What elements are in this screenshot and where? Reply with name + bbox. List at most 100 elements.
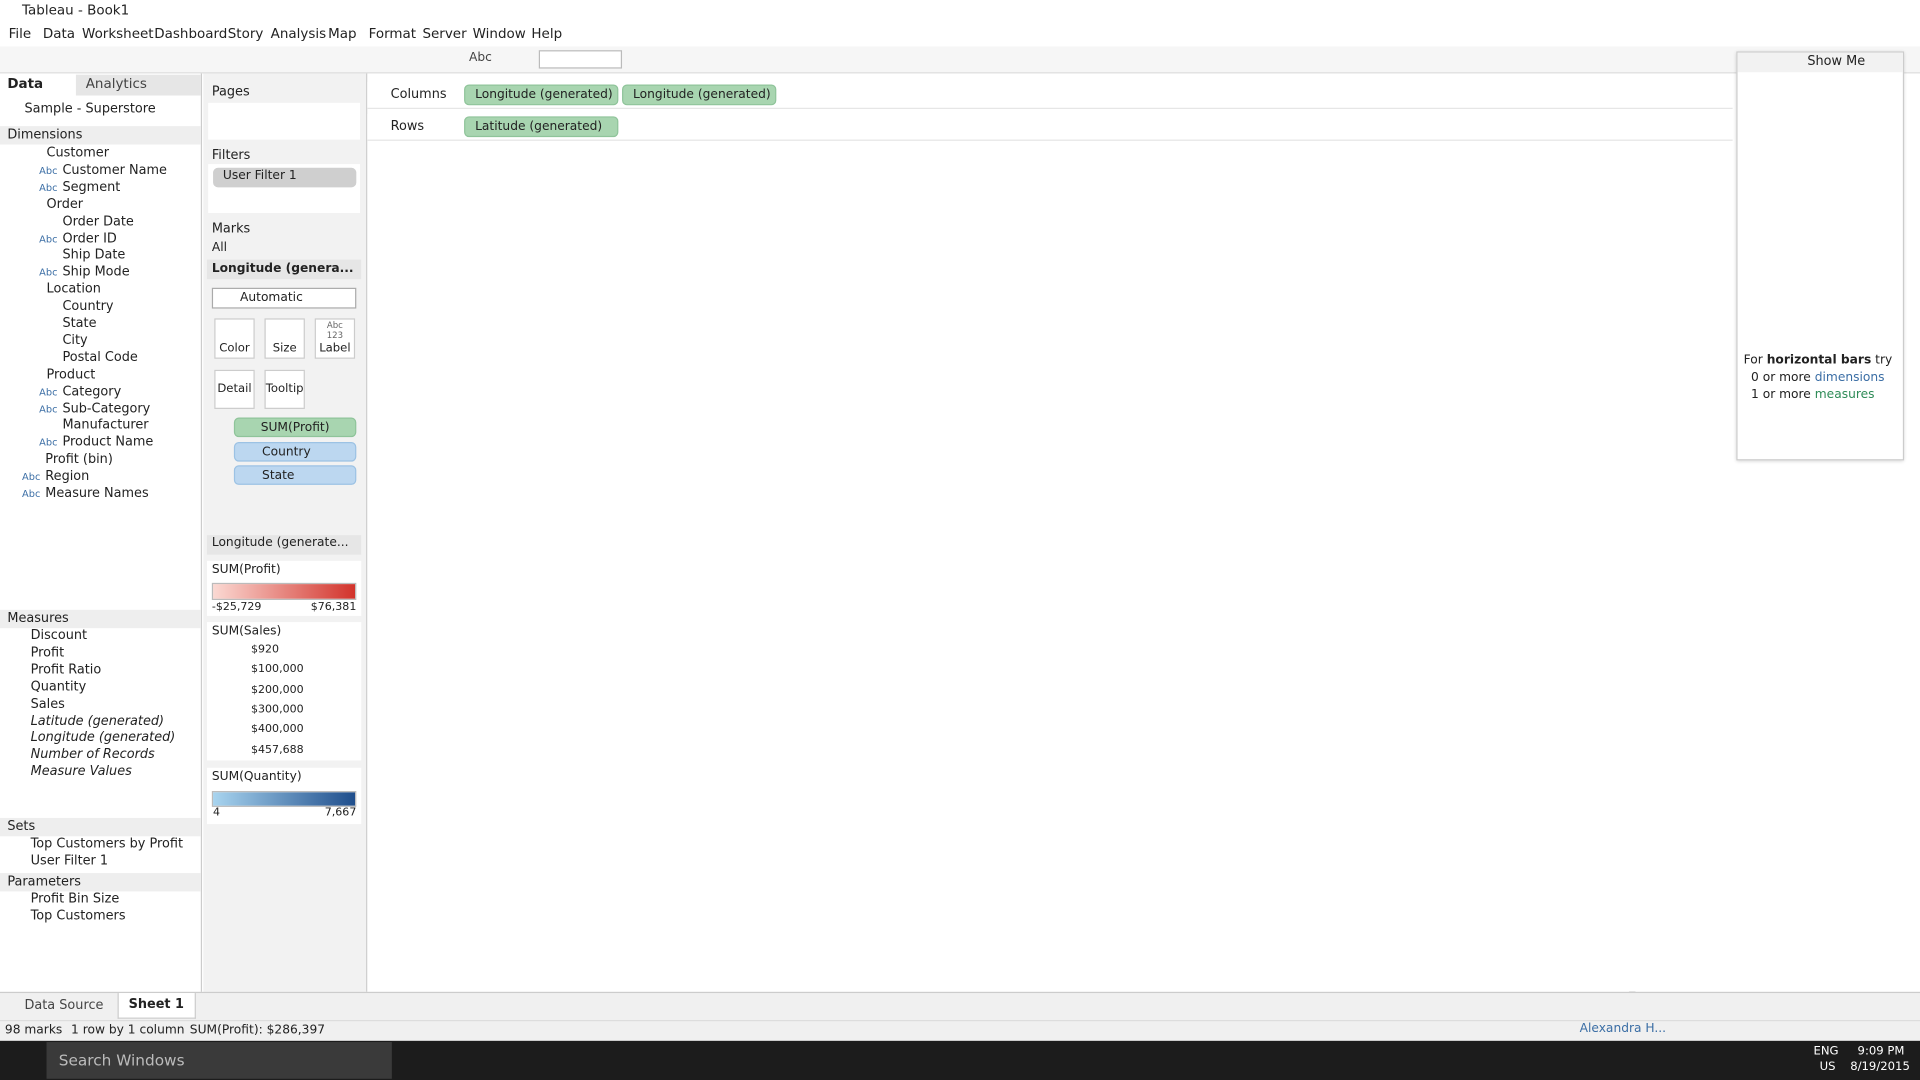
marks-layer[interactable]: Longitude (genera... [211, 262, 354, 276]
field[interactable]: Measure Names [45, 486, 149, 501]
data-pane [0, 73, 203, 992]
measure[interactable]: Longitude (generated) [30, 730, 176, 745]
field-icon: Abc [22, 471, 41, 483]
legend-max: $76,381 [310, 601, 357, 614]
measure[interactable]: Latitude (generated) [30, 713, 165, 728]
measures-header-bg [0, 609, 201, 629]
field[interactable]: City [62, 332, 88, 348]
marks-layer2-bg [206, 535, 362, 555]
menu-item[interactable]: Server [422, 25, 467, 42]
field[interactable]: Postal Code [62, 349, 138, 365]
show-me-header [1737, 52, 1903, 73]
mark-button[interactable]: Color [219, 341, 250, 356]
mark-pill[interactable]: State [233, 465, 357, 485]
sets-header: Sets [7, 819, 36, 834]
measure[interactable]: Discount [30, 628, 88, 643]
status-user[interactable]: Alexandra H... [1579, 1022, 1667, 1036]
marks-layer[interactable]: Longitude (generate... [211, 536, 349, 550]
measure[interactable]: Profit [30, 645, 65, 660]
requirement-count: 1 or more [1751, 388, 1811, 402]
pages-shelf [208, 102, 360, 140]
field[interactable]: Product Name [62, 435, 154, 450]
menu-item[interactable]: Map [328, 25, 357, 42]
data-source-tab[interactable]: Data Source [24, 997, 104, 1013]
field[interactable]: Ship Mode [62, 264, 130, 280]
marks-layer-bg [206, 259, 362, 280]
parameter[interactable]: Profit Bin Size [30, 891, 120, 907]
field[interactable]: State [62, 315, 97, 331]
title-bar [0, 0, 1920, 23]
field[interactable]: Sub-Category [62, 401, 151, 416]
folder[interactable]: Product [46, 366, 96, 382]
legend-title: SUM(Profit) [211, 563, 281, 577]
data-tab[interactable]: Data [0, 74, 76, 96]
toolbar-text[interactable]: Abc [468, 51, 492, 65]
filters-title: Filters [211, 148, 251, 163]
field[interactable]: Ship Date [62, 247, 126, 263]
analytics-tab[interactable]: Analytics [75, 74, 201, 96]
folder[interactable]: Customer [46, 145, 109, 161]
field[interactable]: Customer Name [62, 162, 167, 178]
folder[interactable]: Order [46, 196, 84, 212]
row-pill[interactable]: Latitude (generated) [464, 116, 619, 138]
marks-all[interactable]: All [211, 241, 228, 255]
requirement-count: 0 or more [1751, 371, 1811, 385]
taskbar-lang: ENG [1813, 1044, 1839, 1058]
measure[interactable]: Profit Ratio [30, 662, 102, 677]
parameter[interactable]: Top Customers [30, 908, 126, 924]
cards-pane [203, 73, 368, 992]
field[interactable]: Category [62, 383, 122, 399]
sheet-tab[interactable]: Sheet 1 [117, 993, 196, 1019]
mark-button[interactable]: Size [272, 341, 297, 356]
menu-item[interactable]: Window [472, 25, 526, 42]
taskbar-search-text[interactable]: Search Windows [58, 1050, 185, 1069]
field-icon: Abc [39, 386, 58, 398]
column-pill[interactable]: Longitude (generated) [622, 84, 777, 106]
legend-item: $457,688 [251, 743, 304, 757]
mark-type[interactable]: Automatic [211, 287, 357, 309]
set[interactable]: User Filter 1 [30, 853, 109, 869]
menu-item[interactable]: Data [42, 25, 76, 42]
mark-button[interactable]: Label [319, 341, 351, 356]
field[interactable]: Country [62, 298, 114, 314]
menu-item[interactable]: File [8, 25, 32, 42]
legend-title: SUM(Sales) [211, 624, 282, 638]
column-pill[interactable]: Longitude (generated) [464, 84, 619, 106]
mark-pill[interactable]: Country [233, 442, 357, 462]
measure[interactable]: Number of Records [30, 747, 155, 762]
profit-gradient [211, 582, 357, 600]
field[interactable]: Segment [62, 179, 121, 195]
field[interactable]: Profit (bin) [45, 452, 113, 467]
folder[interactable]: Location [46, 281, 101, 297]
show-me-title[interactable]: Show Me [1807, 53, 1866, 69]
field[interactable]: Order Date [62, 213, 134, 229]
hint-part: For [1743, 353, 1763, 368]
field[interactable]: Order ID [62, 230, 117, 246]
mark-button-bg [314, 318, 356, 359]
set[interactable]: Top Customers by Profit [30, 836, 184, 852]
menu-item[interactable]: Worksheet [82, 25, 154, 42]
measure[interactable]: Measure Values [30, 764, 132, 780]
parameters-header: Parameters [7, 874, 81, 889]
measure[interactable]: Sales [30, 696, 65, 711]
quantity-gradient [211, 791, 357, 807]
mark-pill[interactable]: SUM(Profit) [233, 417, 357, 438]
field[interactable]: Region [45, 469, 90, 484]
legend-item: $200,000 [251, 683, 304, 697]
mark-button[interactable]: Tooltip [264, 369, 305, 409]
menu-item[interactable]: Analysis [270, 25, 327, 42]
mark-button[interactable]: Detail [214, 369, 255, 409]
filter-pill[interactable]: User Filter 1 [213, 167, 357, 188]
menu-item[interactable]: Format [368, 25, 417, 42]
show-me-hint: For horizontal bars try [1744, 354, 1893, 367]
menu-bar [0, 22, 1920, 47]
menu-item[interactable]: Help [531, 25, 563, 42]
menu-item[interactable]: Dashboard [154, 25, 228, 42]
bottom-tabs [0, 991, 1920, 1020]
datasource-name[interactable]: Sample - Superstore [24, 101, 156, 117]
measure[interactable]: Quantity [30, 679, 87, 694]
show-me-panel [1736, 51, 1905, 461]
field[interactable]: Manufacturer [62, 418, 149, 433]
menu-item[interactable]: Story [227, 25, 264, 42]
